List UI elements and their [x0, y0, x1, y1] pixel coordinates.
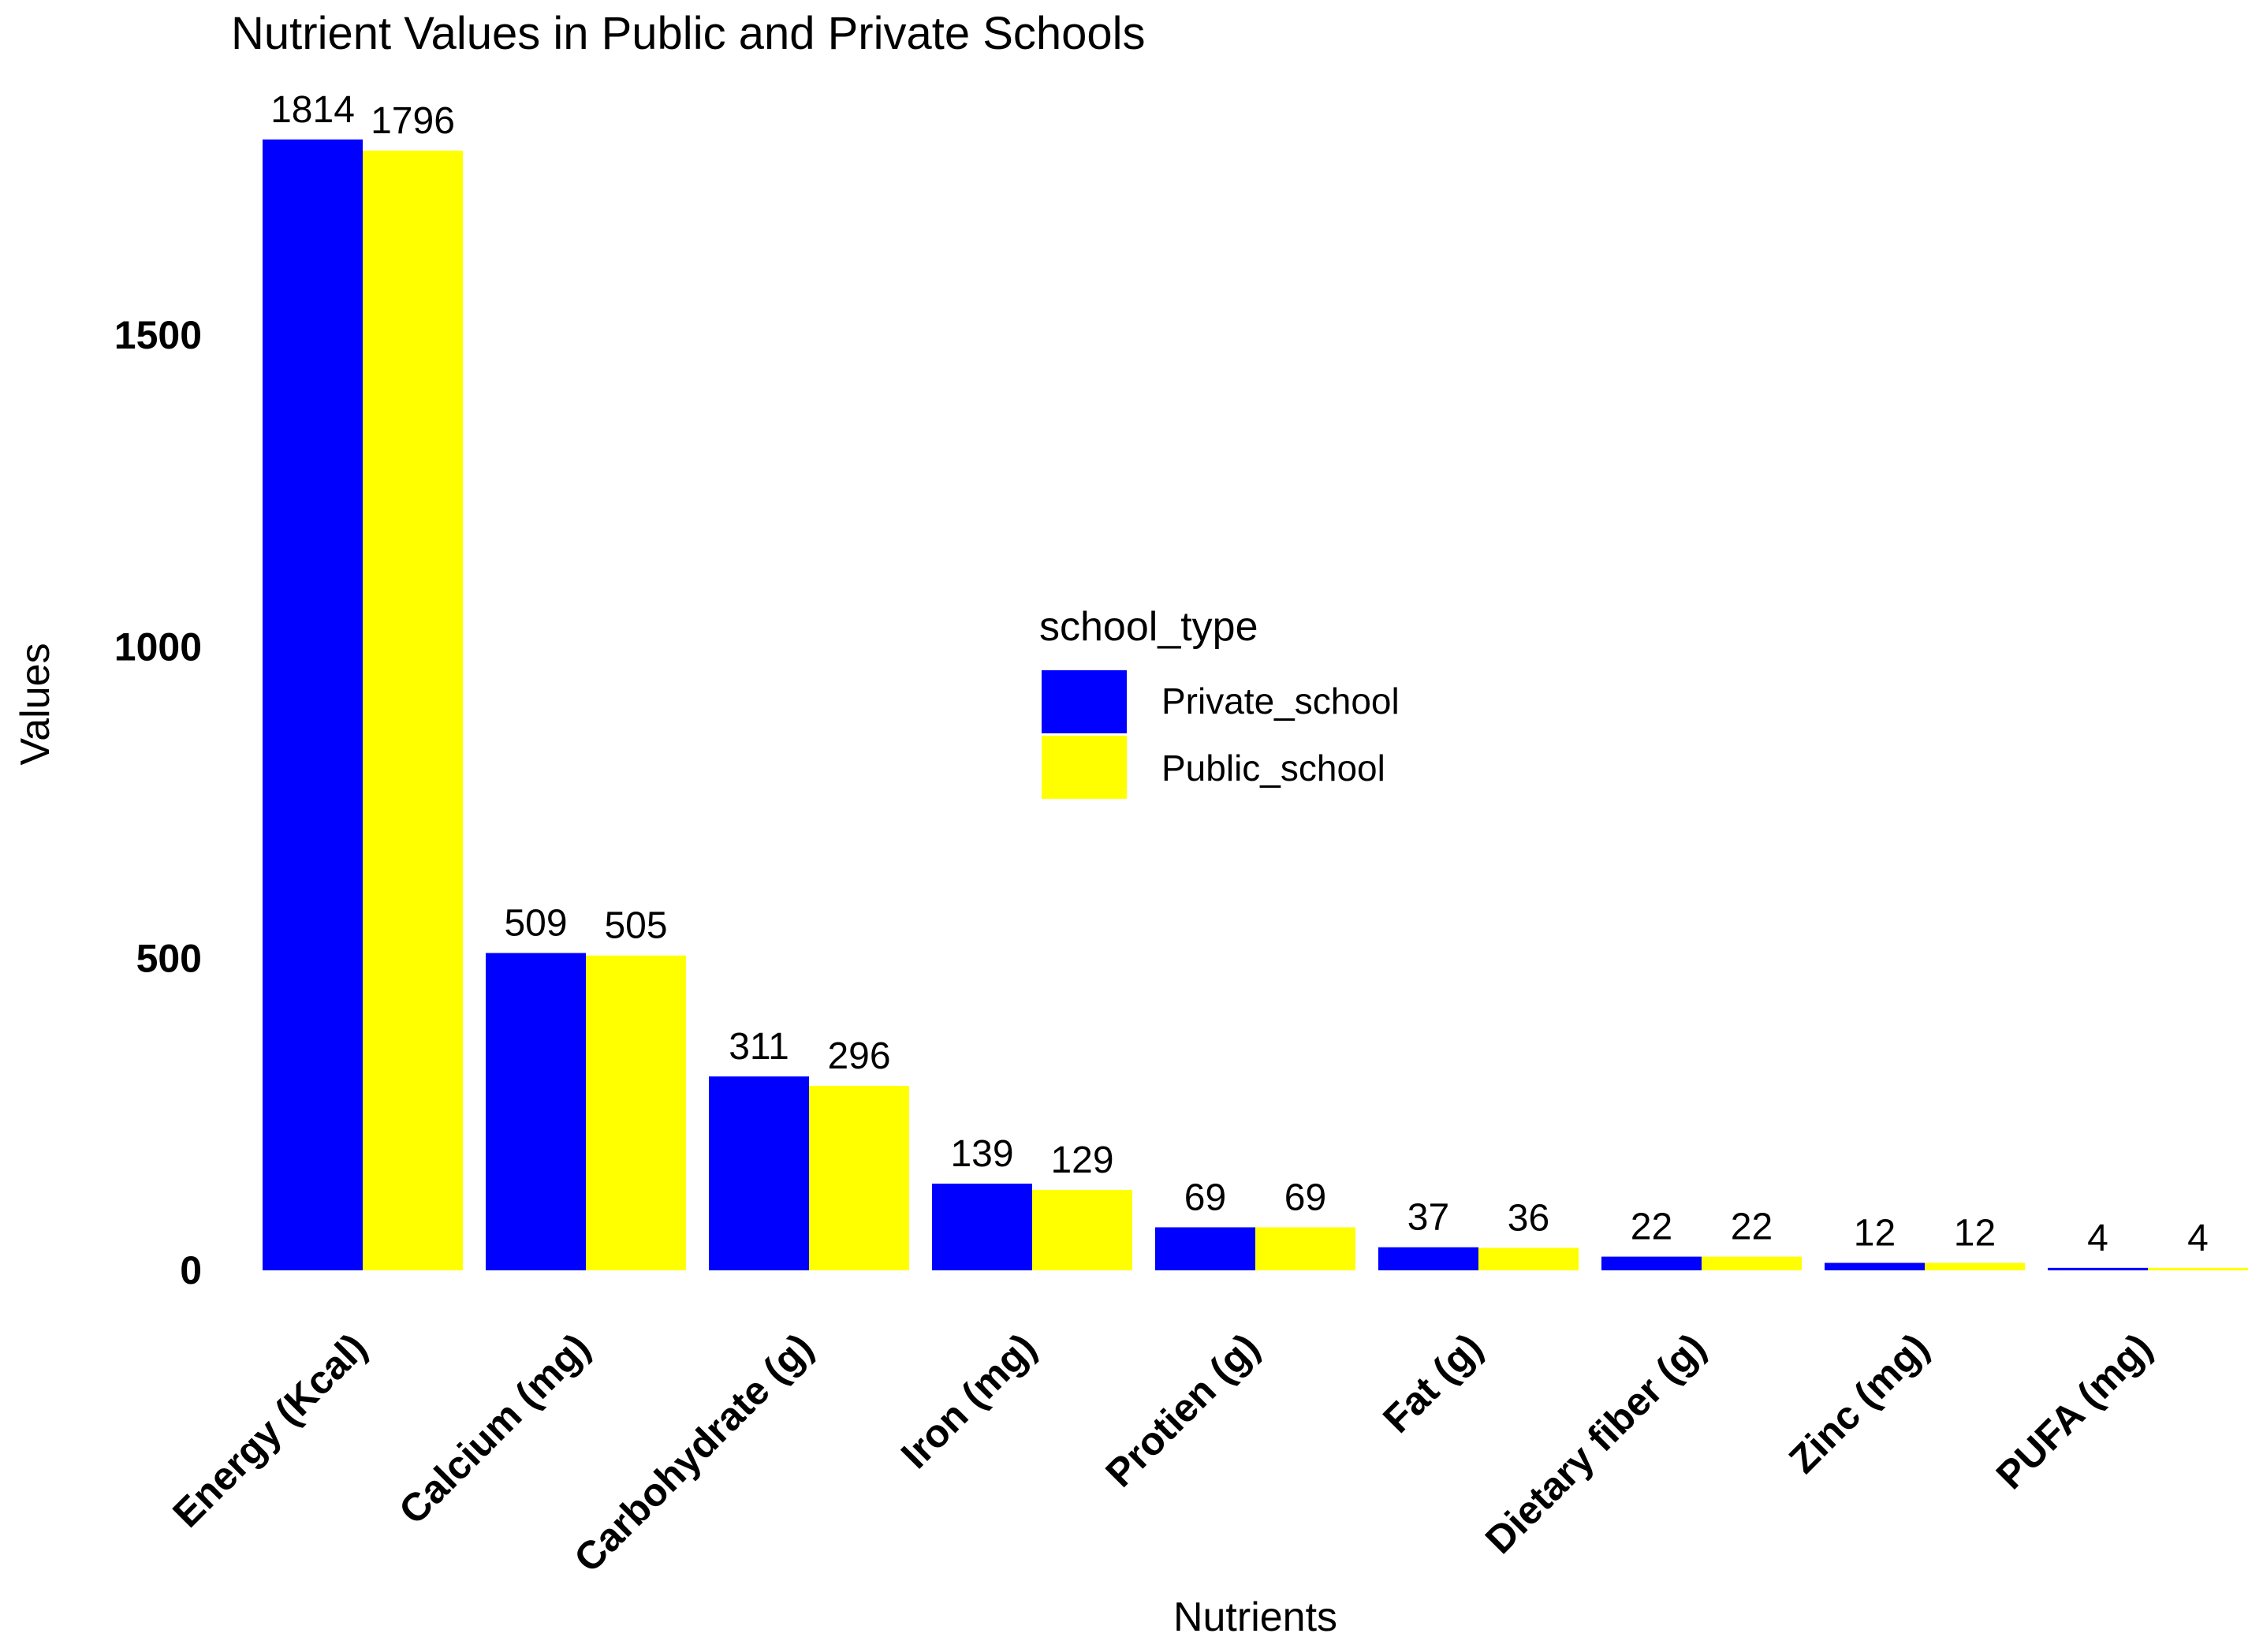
- value-label: 69: [1184, 1177, 1226, 1218]
- value-label: 1796: [371, 100, 455, 142]
- value-label: 22: [1731, 1206, 1773, 1248]
- x-tick-label: Calcium (mg): [390, 1325, 598, 1533]
- chart-title: Nutrient Values in Public and Private Sc…: [231, 8, 1146, 59]
- bar-public-school: [1478, 1247, 1579, 1270]
- value-label: 129: [1050, 1139, 1113, 1181]
- bar-public-school: [586, 955, 686, 1270]
- x-axis-ticks: Energy (Kcal) Calcium (mg)Carbohydrate (g…: [164, 1325, 2160, 1580]
- x-tick-label: Carbohydrate (g): [565, 1325, 821, 1580]
- x-tick-label: PUFA (mg): [1988, 1325, 2160, 1497]
- x-axis-title: Nutrients: [1173, 1594, 1337, 1640]
- y-tick-label: 500: [136, 937, 202, 981]
- bar-public-school: [1032, 1190, 1132, 1270]
- bars: [263, 139, 2248, 1271]
- value-label: 36: [1508, 1198, 1549, 1240]
- value-label: 311: [729, 1026, 789, 1068]
- x-tick-label: Dietary fiber (g): [1477, 1325, 1714, 1562]
- value-label: 4: [2187, 1218, 2209, 1259]
- value-label: 509: [504, 903, 567, 945]
- bar-public-school: [809, 1085, 909, 1270]
- value-label: 505: [604, 905, 667, 947]
- bar-private-school: [1601, 1256, 1702, 1270]
- y-tick-label: 0: [180, 1248, 202, 1292]
- y-axis-title: Values: [13, 643, 58, 765]
- value-labels: 1814 509 311 139 69 37 22 12 4 1796 505 296 129 69 36 2…: [270, 89, 2209, 1259]
- x-tick-label: Protien (g): [1097, 1325, 1267, 1495]
- value-label: 296: [827, 1035, 890, 1077]
- x-tick-label: Iron (mg): [893, 1325, 1045, 1477]
- value-label: 12: [1954, 1213, 1996, 1255]
- value-label: 69: [1284, 1177, 1326, 1218]
- bar-private-school: [709, 1076, 809, 1270]
- x-tick-label: Zinc (mg): [1780, 1325, 1937, 1482]
- value-label: 12: [1854, 1213, 1896, 1255]
- legend-label-public-school: Public_school: [1161, 748, 1385, 789]
- bar-private-school: [2048, 1267, 2148, 1270]
- legend-key-private-school: [1042, 670, 1127, 733]
- bar-public-school: [1925, 1262, 2025, 1270]
- legend-title: school_type: [1039, 604, 1258, 650]
- value-label: 22: [1631, 1206, 1672, 1248]
- value-label: 37: [1407, 1197, 1449, 1239]
- y-tick-label: 1000: [114, 625, 202, 669]
- legend: school_type Private_school Public_school: [1039, 604, 1400, 799]
- y-tick-label: 1500: [114, 313, 202, 357]
- x-tick-label: Fat (g): [1374, 1325, 1491, 1441]
- legend-key-public-school: [1042, 736, 1127, 799]
- bar-private-school: [486, 953, 586, 1270]
- bar-private-school: [1825, 1262, 1925, 1270]
- bar-private-school: [263, 139, 363, 1271]
- bar-public-school: [363, 151, 463, 1270]
- bar-private-school: [1155, 1227, 1255, 1270]
- bar-private-school: [1378, 1247, 1478, 1270]
- bar-public-school: [1255, 1227, 1355, 1270]
- x-tick-label: Energy (Kcal): [164, 1325, 375, 1536]
- value-label: 4: [2087, 1218, 2108, 1259]
- value-label: 139: [950, 1133, 1013, 1175]
- bar-public-school: [2148, 1267, 2248, 1270]
- y-axis-ticks: 0 500 1000 1500: [114, 313, 202, 1292]
- bar-public-school: [1702, 1256, 1802, 1270]
- legend-label-private-school: Private_school: [1161, 681, 1400, 722]
- bar-private-school: [932, 1184, 1032, 1270]
- value-label: 1814: [270, 89, 355, 131]
